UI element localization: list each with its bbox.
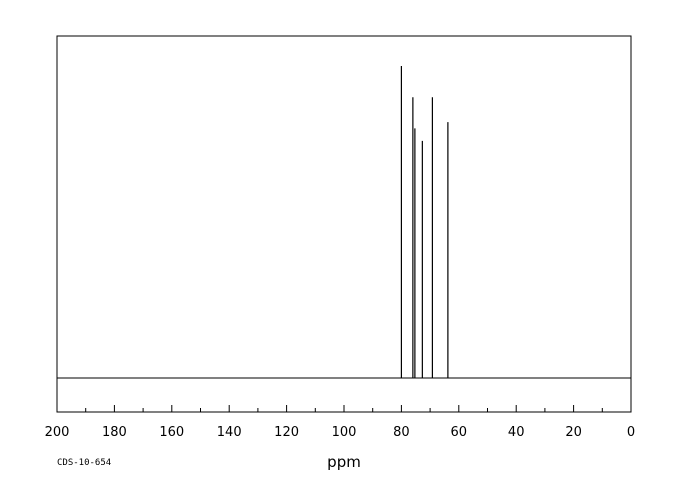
x-tick-label: 0 [627,425,635,440]
x-axis-tick-labels: 200 180 160 140 120 100 80 60 40 20 0 [45,425,636,440]
plot-frame [56,35,632,413]
x-axis-title: ppm [327,453,361,471]
x-tick-label: 200 [45,425,70,440]
x-tick-label: 40 [508,425,525,440]
x-tick-label: 180 [102,425,127,440]
x-tick-label: 60 [451,425,468,440]
x-tick-label: 20 [565,425,582,440]
x-tick-label: 140 [217,425,242,440]
spectrum-peaks [400,66,449,378]
x-axis-ticks [56,405,632,412]
x-tick-label: 80 [393,425,410,440]
x-tick-label: 120 [274,425,299,440]
spectrum-code-label: CDS-10-654 [57,458,111,468]
x-tick-label: 100 [332,425,357,440]
x-tick-label: 160 [159,425,184,440]
